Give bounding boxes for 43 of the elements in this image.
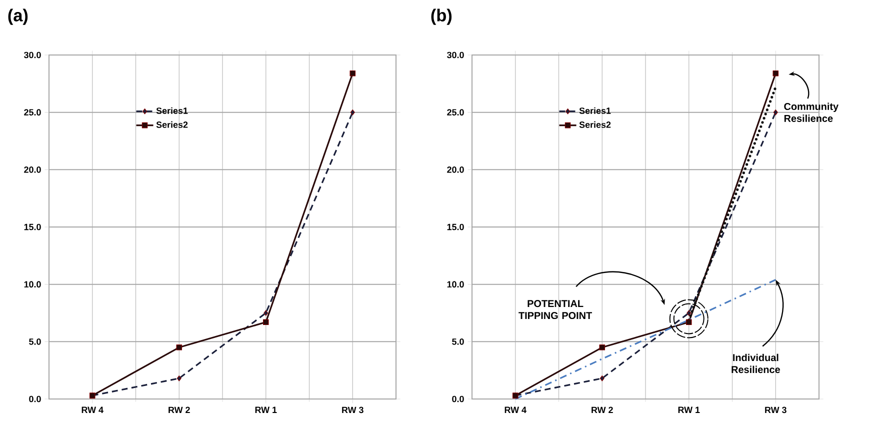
y-tick-label: 30.0 <box>446 52 464 58</box>
point <box>262 319 269 326</box>
x-tick-label: RW 4 <box>504 406 526 413</box>
point <box>350 109 355 116</box>
point <box>686 319 692 326</box>
x-tick-label: RW 2 <box>168 406 190 414</box>
annotation: Community Resilience <box>784 102 839 122</box>
point <box>773 109 778 116</box>
point <box>772 70 779 76</box>
point <box>264 310 268 316</box>
legend-label: Series2 <box>579 121 611 128</box>
point <box>599 344 606 350</box>
y-tick-label: 0.0 <box>29 396 41 402</box>
y-tick-label: 15.0 <box>24 224 41 230</box>
point <box>176 375 182 382</box>
x-tick-label: RW 2 <box>592 406 613 414</box>
y-tick-label: 5.0 <box>29 338 41 345</box>
y-tick-label: 25.0 <box>24 109 41 116</box>
chart-title: (b) <box>431 8 452 25</box>
y-tick-label: 20.0 <box>24 166 41 173</box>
y-tick-label: 5.0 <box>452 338 464 345</box>
point <box>350 70 356 76</box>
x-tick-label: RW 1 <box>678 406 700 413</box>
annotation: POTENTIAL TIPPING POINT <box>518 300 592 320</box>
point <box>176 344 182 350</box>
x-tick-label: RW 4 <box>82 406 104 413</box>
y-tick-label: 20.0 <box>447 166 464 173</box>
x-tick-label: RW 3 <box>765 406 786 414</box>
legend-label: Series1 <box>579 107 611 114</box>
legend-label: Series2 <box>156 121 188 128</box>
y-tick-label: 10.0 <box>447 281 464 288</box>
y-tick-label: 0.0 <box>452 396 464 402</box>
legend-label: Series1 <box>156 107 188 114</box>
y-tick-label: 10.0 <box>24 281 41 288</box>
point <box>686 310 692 316</box>
y-tick-label: 15.0 <box>447 224 464 230</box>
annotation: Individual Resilience <box>732 354 780 374</box>
x-tick-label: RW 1 <box>255 406 277 413</box>
y-tick-label: 25.0 <box>447 109 464 116</box>
x-tick-label: RW 3 <box>342 406 364 414</box>
point <box>600 375 604 382</box>
y-tick-label: 30.0 <box>24 52 41 58</box>
chart-title: (a) <box>8 8 28 25</box>
